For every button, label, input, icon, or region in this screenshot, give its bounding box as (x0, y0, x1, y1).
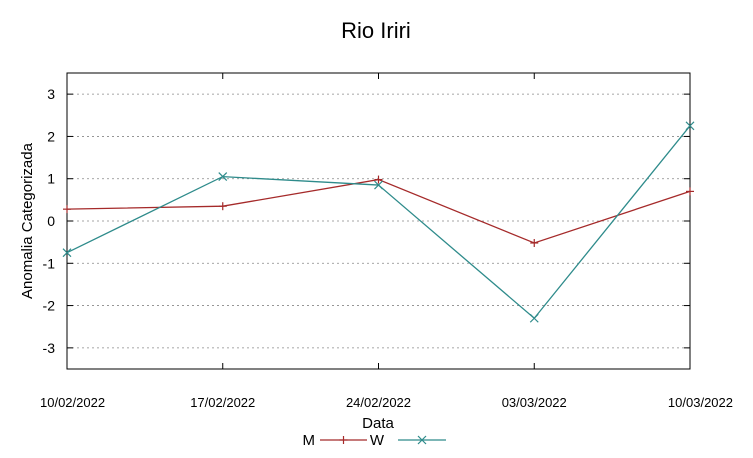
y-axis-label: Anomalia Categorizada (19, 142, 36, 299)
data-point (63, 205, 71, 214)
data-point (218, 172, 228, 182)
y-axis: 3 2 1 0 -1 -2 -3 (43, 86, 690, 356)
data-point (686, 187, 694, 196)
y-tick-label: 0 (47, 213, 55, 229)
legend-label-M: M (303, 432, 316, 449)
data-point (685, 121, 695, 131)
y-tick-label: 1 (47, 171, 55, 187)
x-axis: 10/02/2022 17/02/2022 24/02/2022 03/03/2022… (40, 73, 733, 410)
data-point (530, 238, 539, 247)
series-line-M (66, 178, 691, 244)
y-tick-label: -3 (43, 340, 56, 356)
x-tick-label: 24/02/2022 (346, 395, 411, 410)
x-tick-label: 17/02/2022 (190, 395, 255, 410)
x-axis-label: Data (362, 415, 394, 432)
legend-label-W: W (370, 432, 385, 449)
y-tick-label: -2 (43, 298, 56, 314)
data-point (374, 180, 383, 190)
x-tick-label: 10/03/2022 (668, 395, 733, 410)
data-point (218, 202, 227, 211)
y-tick-label: 2 (47, 128, 55, 144)
y-tick-label: 3 (47, 86, 55, 102)
data-point (374, 175, 383, 184)
series (62, 121, 695, 323)
data-point (62, 248, 72, 258)
data-point (529, 313, 539, 323)
data-point (417, 435, 427, 445)
chart-title: Rio Iriri (341, 18, 411, 43)
y-tick-label: -1 (43, 255, 56, 271)
grid (67, 93, 690, 349)
x-tick-label: 03/03/2022 (502, 395, 567, 410)
x-tick-label: 10/02/2022 (40, 395, 105, 410)
data-point (339, 436, 348, 444)
